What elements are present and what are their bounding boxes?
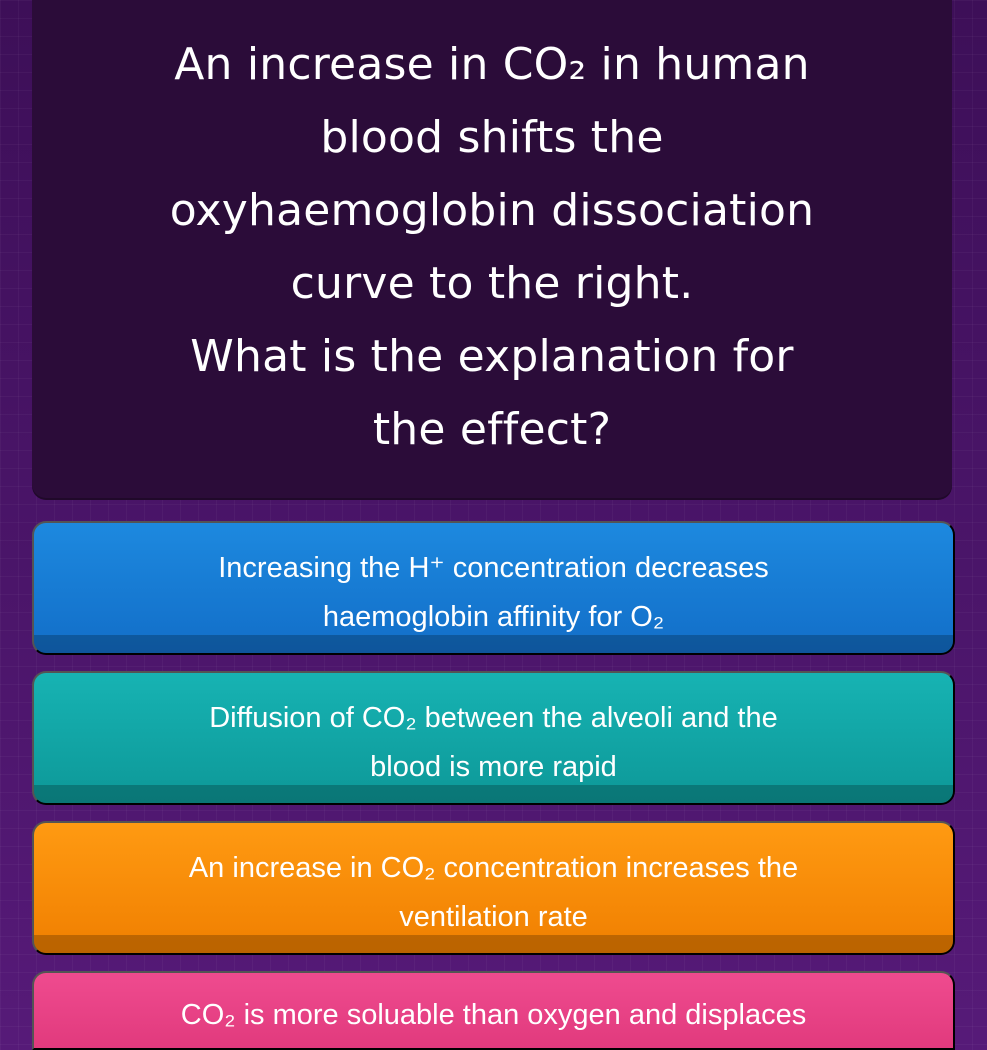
answer-option-1-text: Increasing the H⁺ concentration decrease… [64, 544, 923, 642]
question-line-3: oxyhaemoglobin dissociation [169, 185, 815, 236]
answer-option-2-line-1: Diffusion of CO₂ between the alveoli and… [209, 702, 778, 734]
answer-option-1-line-1: Increasing the H⁺ concentration decrease… [218, 552, 769, 584]
answer-option-2-line-2: blood is more rapid [370, 751, 617, 783]
answer-option-3[interactable]: An increase in CO₂ concentration increas… [32, 821, 955, 955]
answer-option-3-line-2: ventilation rate [399, 901, 588, 933]
question-line-6: the effect? [372, 404, 612, 455]
answer-option-2-text: Diffusion of CO₂ between the alveoli and… [64, 694, 923, 792]
answer-option-2[interactable]: Diffusion of CO₂ between the alveoli and… [32, 671, 955, 805]
question-line-1: An increase in CO₂ in human [174, 39, 810, 90]
answer-option-4-line-1: CO₂ is more soluable than oxygen and dis… [180, 999, 807, 1031]
question-line-2: blood shifts the [320, 112, 664, 163]
answer-option-4-text: CO₂ is more soluable than oxygen and dis… [64, 991, 923, 1040]
answer-option-3-text: An increase in CO₂ concentration increas… [64, 844, 923, 942]
answer-option-1[interactable]: Increasing the H⁺ concentration decrease… [32, 521, 955, 655]
answer-option-1-line-2: haemoglobin affinity for O₂ [322, 601, 665, 633]
answer-option-4[interactable]: CO₂ is more soluable than oxygen and dis… [32, 971, 955, 1050]
question-text: An increase in CO₂ in human blood shifts… [72, 28, 912, 466]
answer-option-3-line-1: An increase in CO₂ concentration increas… [188, 852, 799, 884]
question-line-5: What is the explanation for [190, 331, 794, 382]
question-card: An increase in CO₂ in human blood shifts… [32, 0, 952, 500]
question-line-4: curve to the right. [290, 258, 694, 309]
